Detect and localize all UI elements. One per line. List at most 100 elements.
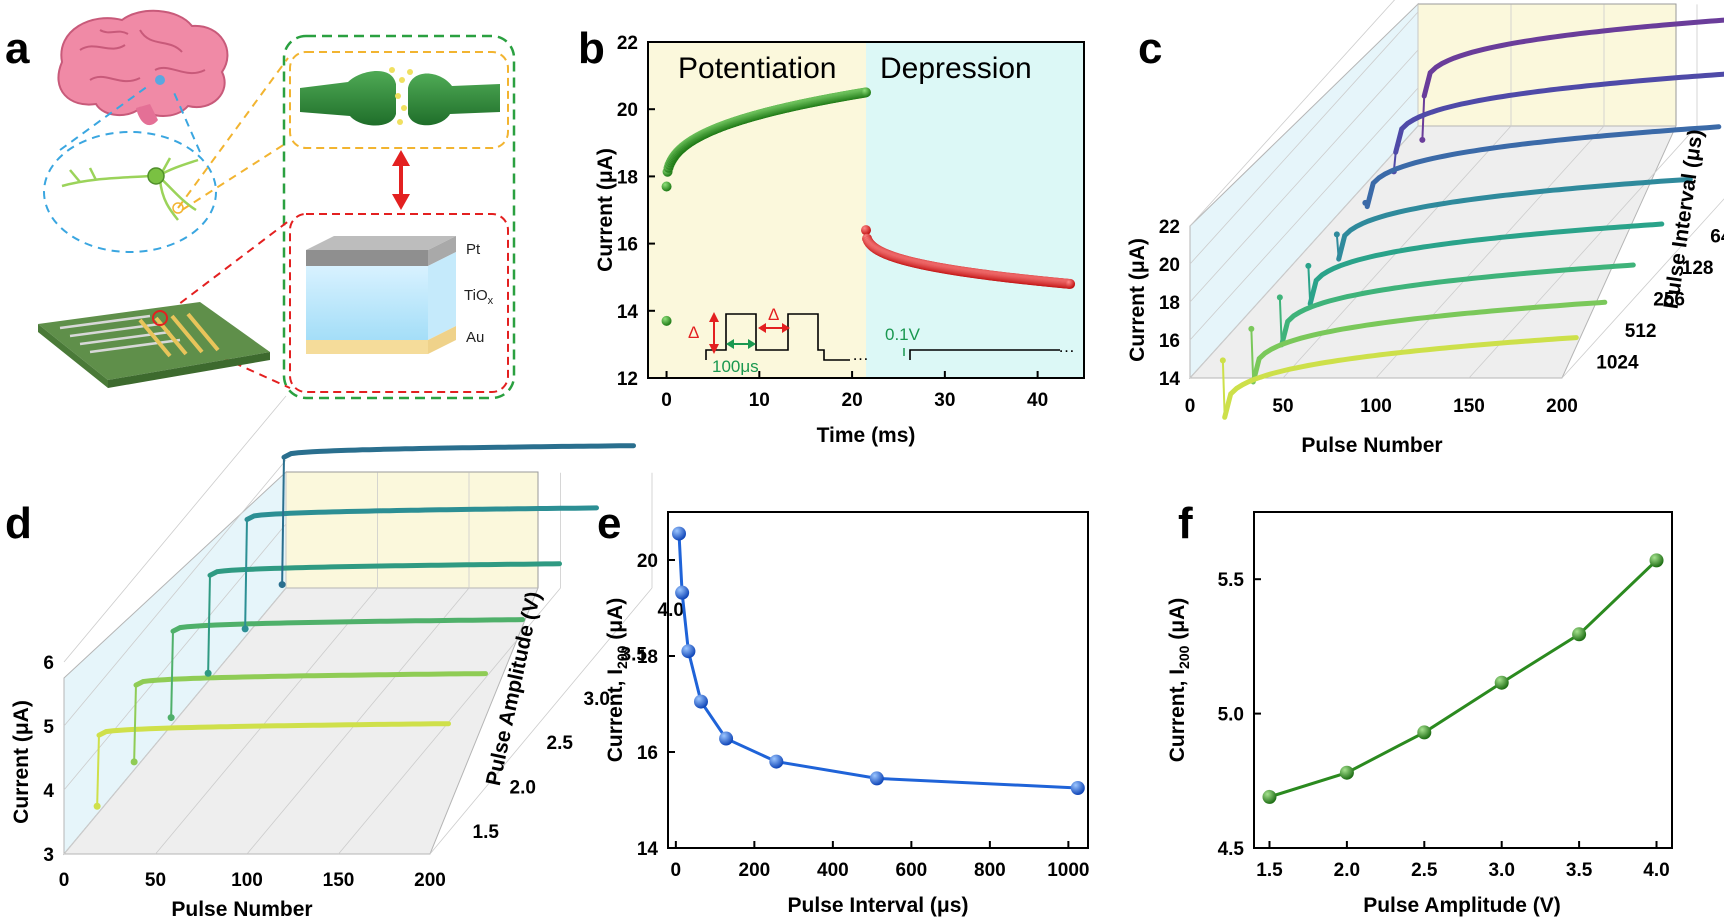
panel-d-gridline [155, 587, 378, 855]
panel-c-ztick-label: 512 [1625, 321, 1657, 342]
panel-b-ytick-label: 18 [617, 167, 638, 188]
panel-c-series-jump [1221, 360, 1226, 418]
panel-d-gridline [63, 395, 287, 663]
panel-d-ylabel: Current (μA) [10, 700, 33, 824]
panel-f-point [1572, 627, 1587, 642]
panel-b-xtick-label: 0 [661, 390, 672, 411]
panel-e-ytick-label: 20 [637, 551, 658, 572]
layer-label-tiox: TiOx [464, 287, 494, 307]
panel-c-ytick-label: 22 [1159, 217, 1180, 238]
panel-label-b: b [578, 24, 605, 73]
panel-d-xlabel: Pulse Number [171, 898, 312, 921]
panel-f-ytick-label: 5.0 [1218, 705, 1244, 726]
panel-f-point [1494, 675, 1509, 690]
panel-d-series-jump [207, 575, 211, 674]
panel-b-ytick-label: 22 [617, 33, 638, 54]
panel-d-point [167, 714, 175, 722]
panel-d-ztick-label: 1.5 [473, 822, 500, 843]
panel-d-gridline [246, 587, 470, 855]
panel-e-point [693, 694, 708, 709]
panel-c-series-line [1307, 221, 1665, 307]
panel-e-line [677, 533, 1078, 790]
panel-d-series-line [133, 671, 488, 688]
panel-c-xlabel: Pulse Number [1301, 434, 1442, 457]
panel-b-ytick-label: 14 [617, 302, 639, 323]
panel-c-series-line [1393, 71, 1724, 155]
panel-a-schematic: Pt TiOx Au [38, 9, 516, 400]
delta-vertical: Δ [688, 323, 699, 342]
panel-c-series-line [1250, 299, 1608, 385]
panel-f-frame [1253, 511, 1673, 849]
device-stack-cube [306, 236, 456, 354]
panel-label-a: a [5, 24, 30, 73]
panel-d-ztick-label: 2.0 [510, 778, 536, 799]
device-zoom-box [282, 34, 516, 400]
potentiation-point [861, 87, 871, 98]
panel-c-xtick-label: 50 [1272, 396, 1293, 417]
panel-c-xtick-label: 200 [1546, 396, 1578, 417]
panel-d-ztick-label: 4.0 [658, 600, 684, 621]
panel-f-xtick-label: 4.0 [1643, 860, 1669, 881]
panel-f-xtick-label: 3.5 [1566, 860, 1593, 881]
potentiation-point [661, 315, 672, 326]
panel-c-xtick-label: 100 [1360, 396, 1392, 417]
interval-label: 100μs [712, 357, 759, 376]
panel-b-ytick-label: 12 [617, 369, 638, 390]
panel-label-c: c [1138, 24, 1162, 73]
panel-e-point [769, 754, 784, 769]
panel-c-gridline [1561, 198, 1724, 379]
panel-b-ytick-label: 20 [617, 100, 638, 121]
synapse-box [289, 51, 509, 149]
panel-c-ylabel: Current (μA) [1126, 238, 1149, 362]
panel-b-chart: 0 10 20 30 40 12 14 16 18 20 22 Potentiation Depre… [594, 33, 1085, 447]
panel-c-series-line [1222, 335, 1579, 420]
panel-f-xtick-label: 3.0 [1488, 860, 1514, 881]
panel-c-ytick-label: 20 [1159, 255, 1180, 276]
panel-b-xtick-label: 30 [934, 390, 955, 411]
read-voltage-label: 0.1V [885, 325, 921, 344]
panel-d-xtick-label: 0 [59, 870, 70, 891]
panel-f-ytick-label: 4.5 [1218, 839, 1245, 860]
panel-d-ztick-label: 2.5 [547, 733, 574, 754]
panel-c-point [1219, 357, 1226, 364]
panel-d-gridline [338, 587, 561, 855]
panel-d-point [204, 669, 212, 677]
panel-c-series-line [1421, 17, 1724, 99]
panel-d-back-wall [285, 471, 539, 589]
panel-c-series-jump [1421, 96, 1426, 140]
panel-d-series-jump [244, 519, 248, 629]
panel-f-xlabel: Pulse Amplitude (V) [1363, 894, 1561, 917]
panel-d-xtick-label: 50 [145, 870, 166, 891]
panel-b-xtick-label: 20 [842, 390, 863, 411]
panel-d-ytick-label: 6 [43, 653, 54, 674]
synapse-illustration [300, 67, 500, 126]
panel-c-ytick-label: 16 [1159, 331, 1180, 352]
depression-point [1065, 278, 1076, 289]
depression-region [866, 42, 1084, 378]
panel-e-point [719, 731, 734, 746]
panel-d-ytick-label: 3 [43, 845, 54, 866]
panel-c-point [1419, 136, 1426, 143]
panel-d-xtick-label: 150 [323, 870, 355, 891]
panel-c-ztick-label: 64 [1710, 226, 1724, 247]
panel-d-series-line [96, 721, 451, 738]
potentiation-region [648, 42, 866, 378]
panel-e-ytick-label: 14 [637, 839, 659, 860]
panel-e-xtick-label: 600 [896, 860, 928, 881]
panel-e-xtick-label: 800 [974, 860, 1006, 881]
panel-c-ztick-label: 256 [1653, 289, 1685, 310]
panel-d-series-line [207, 561, 562, 578]
panel-c-gridline [1189, 49, 1419, 303]
panel-d-gridline [63, 459, 287, 727]
correspondence-arrow [392, 150, 410, 210]
panel-e-xlabel: Pulse Interval (μs) [788, 894, 969, 917]
ellipsis-left: … [852, 345, 869, 364]
panel-d-xtick-label: 100 [231, 870, 263, 891]
panel-c-point [1333, 231, 1340, 238]
panel-e-xtick-label: 200 [739, 860, 771, 881]
panel-d-point [241, 625, 249, 633]
panel-e-point [869, 771, 884, 786]
panel-c-gridline [1468, 125, 1698, 379]
panel-c-gridline [1189, 11, 1419, 265]
region-label-potentiation: Potentiation [678, 52, 836, 85]
